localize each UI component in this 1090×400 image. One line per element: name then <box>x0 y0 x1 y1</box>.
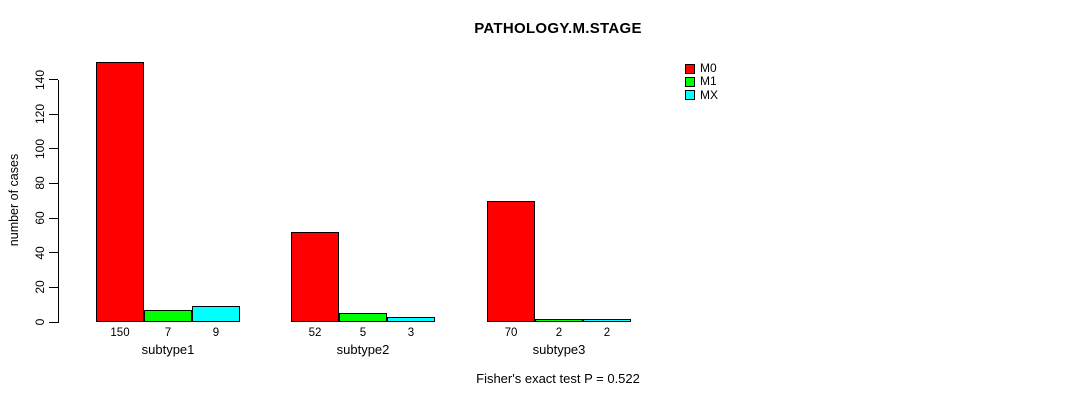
bar-value-label: 3 <box>407 327 415 339</box>
bar-value-label: 9 <box>212 327 220 339</box>
y-axis-tick <box>49 286 58 288</box>
bar-value-label: 52 <box>308 327 322 339</box>
y-axis-tick-label: 20 <box>33 280 47 295</box>
category-label-subtype1: subtype1 <box>141 342 195 357</box>
y-axis-tick <box>49 321 58 323</box>
y-axis-label: number of cases <box>7 153 21 247</box>
legend: M0 M1 MX <box>685 62 718 102</box>
chart-title: PATHOLOGY.M.STAGE <box>474 20 642 37</box>
bar-value-label: 2 <box>555 327 563 339</box>
y-axis-tick-label: 40 <box>33 246 47 260</box>
y-axis-tick <box>49 148 58 150</box>
legend-label: MX <box>700 87 718 102</box>
bar-m1-subtype1 <box>144 309 192 322</box>
y-axis-tick <box>49 252 58 254</box>
y-axis-tick-label: 0 <box>33 318 47 326</box>
legend-item-m1: M1 <box>685 75 718 88</box>
bar-m0-subtype2 <box>291 231 339 322</box>
y-axis-line <box>58 79 59 323</box>
y-axis-tick-label: 60 <box>33 211 47 225</box>
legend-item-mx: MX <box>685 87 718 102</box>
bar-mx-subtype2 <box>387 316 435 322</box>
legend-item-m0: M0 <box>685 62 718 75</box>
bar-value-label: 150 <box>110 327 130 339</box>
legend-swatch-m1 <box>685 76 695 87</box>
bar-value-label: 7 <box>164 327 172 339</box>
bar-value-label: 5 <box>359 327 367 339</box>
legend-swatch-m0 <box>685 63 695 74</box>
category-label-subtype3: subtype3 <box>532 342 586 357</box>
bar-m1-subtype2 <box>339 313 387 322</box>
y-axis-tick <box>49 113 58 115</box>
category-label-subtype2: subtype2 <box>336 342 390 357</box>
y-axis-tick-label: 120 <box>33 104 47 125</box>
bar-mx-subtype3 <box>583 318 631 322</box>
y-axis-tick-label: 100 <box>33 138 47 159</box>
y-axis-tick <box>49 79 58 80</box>
y-axis-tick <box>49 217 58 219</box>
bar-value-label: 2 <box>603 327 611 339</box>
y-axis-tick-label: 80 <box>33 176 47 191</box>
y-axis-tick <box>49 182 58 184</box>
legend-label: M1 <box>700 74 717 89</box>
bar-mx-subtype1 <box>192 306 240 322</box>
annotation-text: Fisher's exact test P = 0.522 <box>476 371 640 386</box>
bar-m0-subtype3 <box>487 200 535 322</box>
bar-value-label: 70 <box>504 327 518 339</box>
y-axis-tick-label: 140 <box>33 69 47 90</box>
bar-m1-subtype3 <box>535 318 583 322</box>
bar-m0-subtype1 <box>96 62 144 322</box>
legend-swatch-mx <box>685 90 695 101</box>
legend-label: M0 <box>700 61 717 76</box>
